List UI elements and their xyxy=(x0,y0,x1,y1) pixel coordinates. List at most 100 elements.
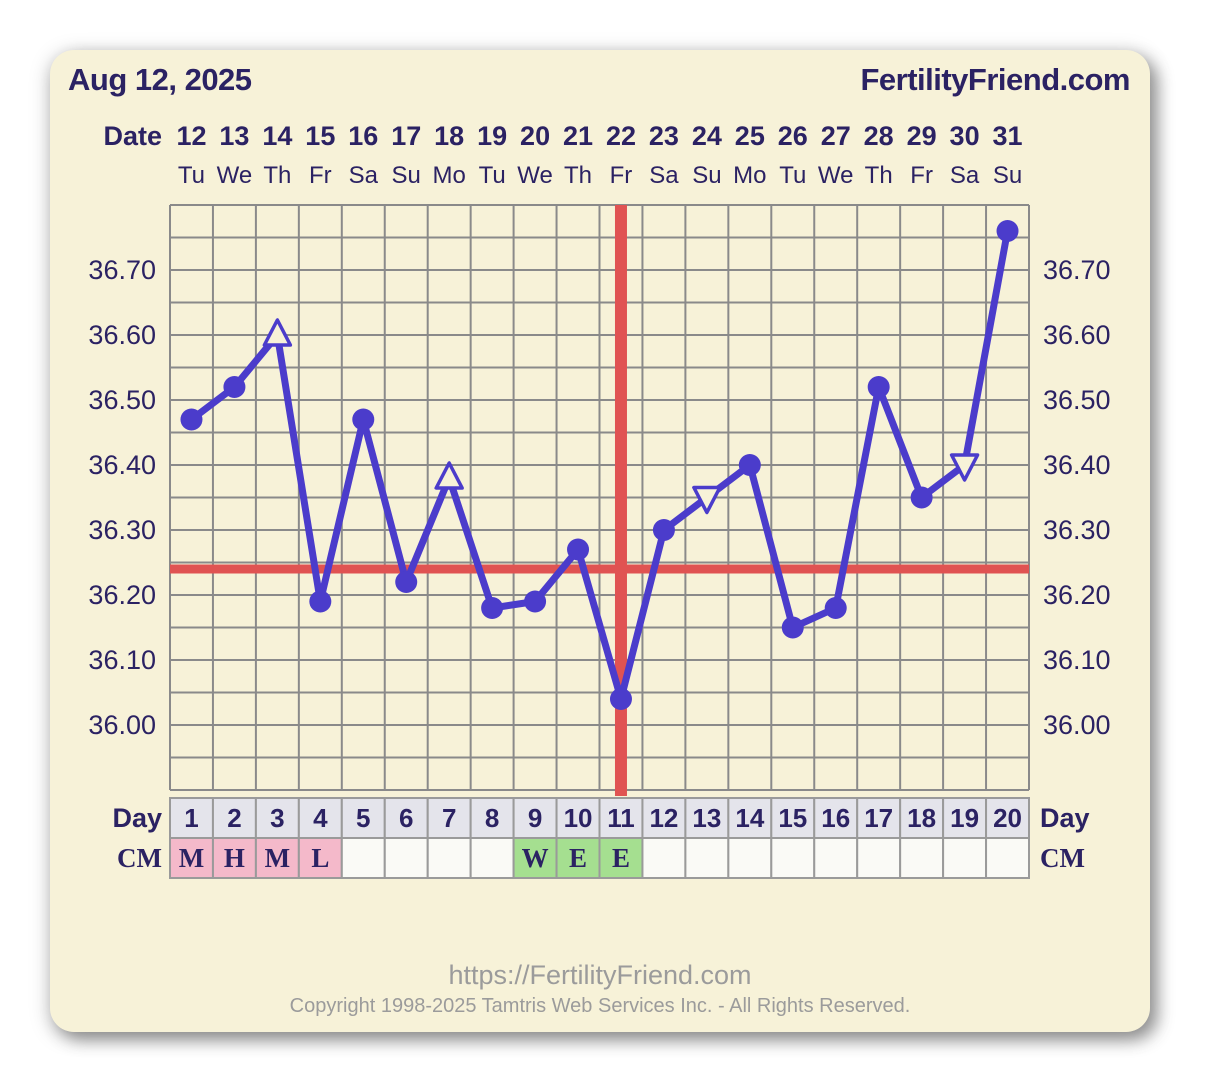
y-axis-label-left-36.20: 36.20 xyxy=(88,580,156,610)
day-number-17: 17 xyxy=(864,803,893,833)
day-number-15: 15 xyxy=(778,803,807,833)
day-number-18: 18 xyxy=(907,803,936,833)
temp-point-day-18[interactable] xyxy=(910,486,933,509)
day-number-3: 3 xyxy=(270,803,284,833)
day-number-19: 19 xyxy=(950,803,979,833)
cm-value-3: M xyxy=(265,843,290,873)
temp-point-day-3-triangle-up[interactable] xyxy=(262,318,293,347)
weekday-label-5: Sa xyxy=(349,162,379,189)
temp-point-day-17[interactable] xyxy=(867,376,890,398)
cm-cell-8[interactable] xyxy=(469,837,515,879)
weekday-label-8: Tu xyxy=(479,162,506,189)
cm-value-4: L xyxy=(311,843,329,873)
day-number-10: 10 xyxy=(564,803,593,833)
y-axis-label-right-36.20: 36.20 xyxy=(1043,580,1111,610)
date-label-16: 16 xyxy=(348,121,378,151)
cm-cell-7[interactable] xyxy=(426,837,472,879)
day-number-2: 2 xyxy=(227,803,241,833)
cm-cell-12[interactable] xyxy=(641,837,687,879)
temp-point-day-2[interactable] xyxy=(223,376,246,398)
temp-point-day-9[interactable] xyxy=(524,590,547,613)
date-label-12: 12 xyxy=(176,121,206,151)
temp-point-day-15[interactable] xyxy=(781,616,804,639)
day-number-1: 1 xyxy=(184,803,198,833)
y-axis-label-left-36.50: 36.50 xyxy=(88,385,156,415)
cm-value-11: E xyxy=(612,843,630,873)
y-axis-label-left-36.00: 36.00 xyxy=(88,710,156,740)
weekday-label-2: We xyxy=(217,162,253,189)
day-row-label-right: Day xyxy=(1040,803,1090,833)
date-label-30: 30 xyxy=(950,121,980,151)
cm-cell-14[interactable] xyxy=(727,837,773,879)
day-number-7: 7 xyxy=(442,803,456,833)
day-cell-17[interactable] xyxy=(856,797,902,839)
weekday-label-20: Su xyxy=(993,162,1022,189)
cm-value-9: W xyxy=(522,843,549,873)
date-label-15: 15 xyxy=(305,121,335,151)
temp-point-day-8[interactable] xyxy=(481,597,504,619)
y-axis-label-right-36.70: 36.70 xyxy=(1043,255,1111,285)
cm-cell-13[interactable] xyxy=(684,837,730,879)
temp-point-day-7-triangle-up[interactable] xyxy=(434,461,464,490)
temp-point-day-16[interactable] xyxy=(824,597,847,619)
cm-cell-15[interactable] xyxy=(770,837,816,879)
temp-point-day-6[interactable] xyxy=(395,571,418,593)
temp-point-day-12[interactable] xyxy=(652,519,675,541)
cm-row-label-left: CM xyxy=(117,843,162,873)
cm-cell-6[interactable] xyxy=(383,837,429,879)
chart-card: Aug 12, 2025 FertilityFriend.com Date 12 1… xyxy=(50,50,1150,1032)
weekday-label-3: Th xyxy=(263,162,291,189)
cm-cell-9[interactable] xyxy=(512,837,558,879)
date-label-26: 26 xyxy=(778,121,808,151)
day-cell-3[interactable] xyxy=(254,797,300,839)
date-label-31: 31 xyxy=(993,121,1023,151)
temp-point-day-14[interactable] xyxy=(738,454,761,476)
footer-url[interactable]: https://FertilityFriend.com xyxy=(448,960,752,990)
day-cell-16[interactable] xyxy=(813,797,859,839)
weekday-label-11: Fr xyxy=(610,162,633,189)
cm-cell-4[interactable] xyxy=(297,837,343,879)
y-axis-label-left-36.10: 36.10 xyxy=(88,645,156,675)
date-label-19: 19 xyxy=(477,121,507,151)
cm-cell-5[interactable] xyxy=(340,837,386,879)
day-number-12: 12 xyxy=(649,803,678,833)
temp-point-day-4[interactable] xyxy=(309,590,332,613)
date-label-21: 21 xyxy=(563,121,593,151)
cm-cell-16[interactable] xyxy=(813,837,859,879)
y-axis-label-left-36.70: 36.70 xyxy=(88,255,156,285)
weekday-label-16: We xyxy=(818,162,854,189)
day-number-13: 13 xyxy=(692,803,721,833)
temp-point-day-13-triangle-down[interactable] xyxy=(692,485,722,515)
day-number-4: 4 xyxy=(313,803,328,833)
cm-cell-18[interactable] xyxy=(899,837,945,879)
cm-cell-19[interactable] xyxy=(942,837,988,879)
day-cell-2[interactable] xyxy=(211,797,257,839)
day-number-11: 11 xyxy=(607,803,635,833)
temp-point-day-1[interactable] xyxy=(180,408,203,431)
date-label-29: 29 xyxy=(907,121,937,151)
date-label-24: 24 xyxy=(692,121,722,151)
date-label-17: 17 xyxy=(391,121,421,151)
cm-cell-3[interactable] xyxy=(254,837,300,879)
temp-point-day-11[interactable] xyxy=(609,688,632,710)
cm-cell-2[interactable] xyxy=(211,837,257,879)
day-cell-20[interactable] xyxy=(985,797,1030,839)
cm-cell-20[interactable] xyxy=(985,837,1030,879)
weekday-label-14: Mo xyxy=(733,162,766,189)
cm-cell-10[interactable] xyxy=(555,837,601,879)
day-number-16: 16 xyxy=(821,803,850,833)
weekday-label-13: Su xyxy=(692,162,721,189)
temp-point-day-19-triangle-down[interactable] xyxy=(949,453,980,482)
day-cell-18[interactable] xyxy=(899,797,945,839)
temp-point-day-20[interactable] xyxy=(996,220,1019,242)
y-axis-label-right-36.60: 36.60 xyxy=(1043,320,1111,350)
day-number-6: 6 xyxy=(399,803,413,833)
footer: https://FertilityFriend.com Copyright 19… xyxy=(50,958,1150,1020)
day-number-9: 9 xyxy=(528,803,542,833)
cm-cell-17[interactable] xyxy=(856,837,902,879)
temp-point-day-10[interactable] xyxy=(567,538,590,561)
temp-point-day-5[interactable] xyxy=(352,408,375,431)
day-cell-6[interactable] xyxy=(383,797,429,839)
date-label-18: 18 xyxy=(434,121,464,151)
